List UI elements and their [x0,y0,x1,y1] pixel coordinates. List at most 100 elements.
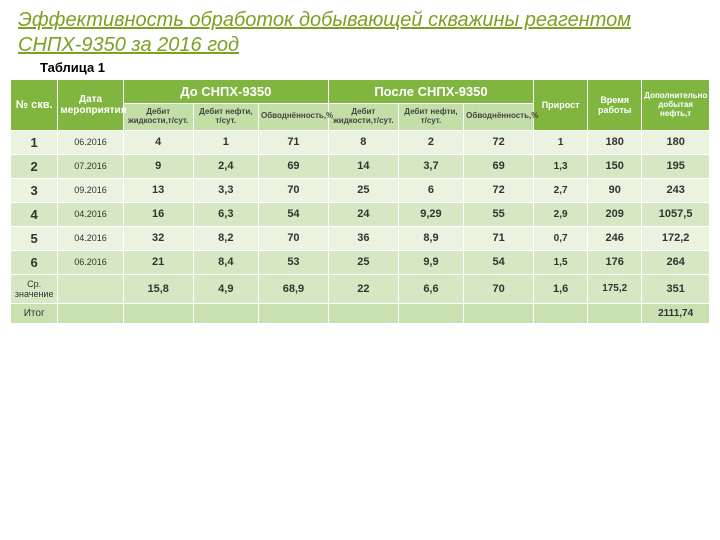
cell-extra: 243 [642,178,710,202]
cell-a-oil: 9,9 [398,250,463,274]
total-row: Итог 2111,74 [11,303,710,323]
cell-inc: 2,9 [534,202,588,226]
cell-b-wc: 53 [258,250,328,274]
cell-n: 1 [11,130,58,154]
hdr-well-no: № скв. [11,80,58,131]
cell-b-oil: 8,2 [193,226,258,250]
total-extra: 2111,74 [642,303,710,323]
cell-a-oil: 3,7 [398,154,463,178]
cell-a-wc: 55 [464,202,534,226]
total-empty-4 [328,303,398,323]
cell-a-liq: 25 [328,178,398,202]
cell-b-oil: 8,4 [193,250,258,274]
total-label: Итог [11,303,58,323]
cell-n: 4 [11,202,58,226]
total-empty-8 [588,303,642,323]
cell-n: 6 [11,250,58,274]
cell-b-wc: 71 [258,130,328,154]
avg-time: 175,2 [588,274,642,303]
cell-b-liq: 16 [123,202,193,226]
hdr-b-wc: Обводнённость,% [258,104,328,131]
table-row: 504.2016328,270368,9710,7246172,2 [11,226,710,250]
cell-a-wc: 69 [464,154,534,178]
avg-date [58,274,123,303]
cell-n: 5 [11,226,58,250]
cell-b-oil: 1 [193,130,258,154]
cell-a-oil: 8,9 [398,226,463,250]
cell-extra: 1057,5 [642,202,710,226]
hdr-extra: Дополнительно добытая нефть,т [642,80,710,131]
avg-label: Ср. значение [11,274,58,303]
cell-a-liq: 25 [328,250,398,274]
cell-time: 180 [588,130,642,154]
cell-inc: 1 [534,130,588,154]
cell-b-liq: 13 [123,178,193,202]
cell-a-liq: 14 [328,154,398,178]
total-empty-1 [123,303,193,323]
cell-a-oil: 6 [398,178,463,202]
cell-n: 2 [11,154,58,178]
avg-a-wc: 70 [464,274,534,303]
table-row: 404.2016166,354249,29552,92091057,5 [11,202,710,226]
cell-a-liq: 24 [328,202,398,226]
page-title: Эффективность обработок добывающей скваж… [0,0,720,60]
cell-time: 209 [588,202,642,226]
cell-a-wc: 72 [464,178,534,202]
cell-date: 04.2016 [58,202,123,226]
hdr-a-wc: Обводнённость,% [464,104,534,131]
cell-date: 07.2016 [58,154,123,178]
table-row: 106.2016417182721180180 [11,130,710,154]
cell-date: 09.2016 [58,178,123,202]
cell-b-liq: 4 [123,130,193,154]
cell-extra: 264 [642,250,710,274]
total-empty-2 [193,303,258,323]
total-empty-3 [258,303,328,323]
avg-a-liq: 22 [328,274,398,303]
cell-b-oil: 6,3 [193,202,258,226]
hdr-date: Дата мероприятия [58,80,123,131]
cell-inc: 2,7 [534,178,588,202]
cell-a-oil: 9,29 [398,202,463,226]
cell-date: 04.2016 [58,226,123,250]
hdr-after: После СНПХ-9350 [328,80,533,104]
cell-a-liq: 36 [328,226,398,250]
cell-b-wc: 54 [258,202,328,226]
data-table: № скв. Дата мероприятия До СНПХ-9350 Пос… [10,79,710,324]
table-row: 606.2016218,453259,9541,5176264 [11,250,710,274]
total-empty-6 [464,303,534,323]
cell-time: 150 [588,154,642,178]
cell-time: 90 [588,178,642,202]
avg-row: Ср. значение15,84,968,9226,6701,6175,235… [11,274,710,303]
cell-time: 246 [588,226,642,250]
cell-extra: 172,2 [642,226,710,250]
avg-b-liq: 15,8 [123,274,193,303]
cell-date: 06.2016 [58,130,123,154]
cell-date: 06.2016 [58,250,123,274]
table-number: Таблица 1 [0,60,720,79]
total-empty-7 [534,303,588,323]
cell-b-liq: 32 [123,226,193,250]
total-empty-5 [398,303,463,323]
cell-b-oil: 3,3 [193,178,258,202]
cell-a-wc: 71 [464,226,534,250]
hdr-increase: Прирост [534,80,588,131]
cell-inc: 1,3 [534,154,588,178]
cell-extra: 195 [642,154,710,178]
cell-a-oil: 2 [398,130,463,154]
cell-b-liq: 9 [123,154,193,178]
hdr-time: Время работы [588,80,642,131]
avg-b-wc: 68,9 [258,274,328,303]
cell-b-oil: 2,4 [193,154,258,178]
hdr-b-liq: Дебит жидкости,т/сут. [123,104,193,131]
cell-b-wc: 69 [258,154,328,178]
cell-inc: 0,7 [534,226,588,250]
cell-extra: 180 [642,130,710,154]
cell-time: 176 [588,250,642,274]
avg-a-oil: 6,6 [398,274,463,303]
cell-a-wc: 54 [464,250,534,274]
cell-b-liq: 21 [123,250,193,274]
table-row: 309.2016133,370256722,790243 [11,178,710,202]
cell-b-wc: 70 [258,178,328,202]
cell-b-wc: 70 [258,226,328,250]
avg-extra: 351 [642,274,710,303]
